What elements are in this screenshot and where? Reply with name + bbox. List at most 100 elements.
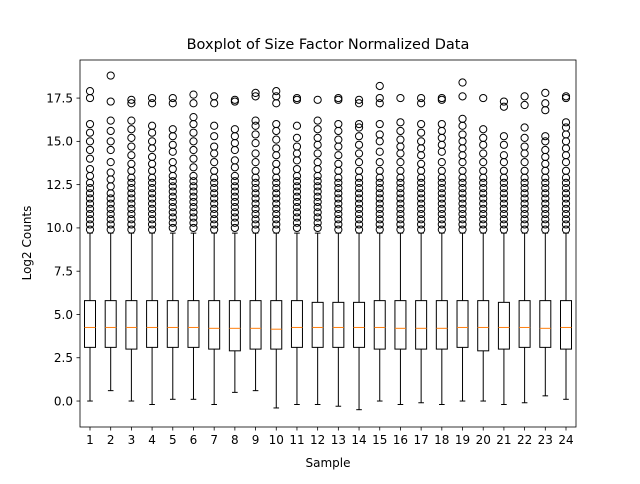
outlier-point — [417, 209, 426, 219]
outlier-point — [85, 220, 95, 229]
outlier-point — [499, 225, 509, 234]
outlier-point — [458, 215, 467, 224]
iqr-box — [456, 300, 469, 348]
outlier-point — [354, 123, 364, 132]
outlier-point — [417, 119, 426, 129]
outlier-point — [251, 116, 260, 125]
iqr-box — [104, 300, 117, 348]
outlier-point — [334, 151, 343, 160]
outlier-point — [230, 218, 239, 227]
outlier-point — [251, 130, 260, 139]
outlier-point — [520, 225, 529, 234]
outlier-point — [251, 225, 260, 234]
outlier-point — [396, 118, 405, 127]
outlier-point — [251, 194, 260, 203]
outlier-point — [541, 132, 550, 141]
outlier-point — [292, 218, 302, 227]
outlier-point — [168, 99, 177, 108]
outlier-point — [230, 182, 239, 191]
outlier-point — [230, 177, 239, 186]
outlier-point — [127, 142, 136, 151]
x-tick-label: 7 — [210, 433, 218, 447]
flier-points — [437, 93, 446, 234]
outlier-point — [251, 88, 260, 97]
outlier-point — [85, 204, 95, 213]
outlier-point — [396, 178, 405, 188]
outlier-point — [292, 142, 302, 151]
outlier-point — [561, 204, 571, 213]
outlier-point — [147, 220, 157, 229]
outlier-point — [334, 135, 343, 144]
outlier-point — [396, 194, 405, 203]
outlier-point — [417, 225, 426, 234]
outlier-point — [210, 209, 219, 219]
outlier-point — [437, 204, 446, 213]
outlier-point — [272, 194, 281, 203]
flier-points — [458, 78, 467, 234]
outlier-point — [127, 184, 136, 193]
outlier-point — [168, 192, 177, 201]
flier-points — [479, 93, 488, 234]
flier-points — [168, 93, 177, 233]
outlier-point — [561, 178, 571, 188]
outlier-point — [85, 145, 95, 155]
outlier-point — [189, 113, 198, 122]
outlier-point — [230, 171, 239, 181]
outlier-point — [479, 178, 488, 188]
outlier-point — [127, 95, 136, 104]
outlier-point — [541, 184, 550, 193]
outlier-point — [251, 184, 260, 193]
outlier-point — [272, 119, 281, 129]
outlier-point — [189, 177, 198, 186]
x-tick-label: 13 — [331, 433, 346, 447]
outlier-point — [354, 149, 364, 158]
x-tick-label: 6 — [190, 433, 198, 447]
outlier-point — [106, 168, 115, 177]
outlier-point — [292, 133, 302, 143]
outlier-point — [437, 166, 446, 175]
outlier-point — [251, 166, 260, 175]
outlier-point — [230, 203, 239, 212]
outlier-point — [168, 218, 177, 227]
outlier-point — [520, 123, 529, 132]
outlier-point — [189, 137, 198, 146]
outlier-point — [561, 189, 571, 198]
flier-points — [127, 95, 136, 234]
outlier-point — [147, 121, 157, 130]
outlier-point — [354, 220, 364, 229]
outlier-point — [168, 140, 177, 149]
outlier-point — [85, 164, 95, 174]
outlier-point — [354, 132, 364, 141]
outlier-point — [85, 119, 95, 129]
outlier-point — [127, 159, 136, 168]
outlier-point — [375, 119, 384, 129]
outlier-point — [375, 184, 384, 193]
flier-points — [210, 92, 219, 234]
outlier-point — [375, 194, 384, 203]
outlier-point — [272, 225, 281, 234]
outlier-point — [292, 197, 302, 207]
outlier-point — [292, 177, 302, 186]
outlier-point — [354, 166, 364, 175]
x-tick-label: 2 — [107, 433, 115, 447]
outlier-point — [417, 220, 426, 229]
outlier-point — [189, 90, 198, 99]
outlier-point — [272, 135, 281, 144]
box-group-sample-9 — [249, 88, 262, 392]
outlier-point — [292, 164, 302, 174]
y-tick-label: 15.0 — [46, 135, 73, 149]
outlier-point — [189, 197, 198, 207]
outlier-point — [458, 220, 467, 229]
outlier-point — [520, 199, 529, 208]
outlier-point — [106, 220, 115, 229]
outlier-point — [313, 223, 322, 233]
outlier-point — [479, 215, 488, 224]
outlier-point — [210, 142, 219, 151]
x-tick-label: 20 — [476, 433, 491, 447]
outlier-point — [210, 92, 219, 101]
outlier-point — [210, 121, 219, 130]
outlier-point — [230, 208, 239, 217]
outlier-point — [147, 184, 157, 193]
outlier-point — [251, 220, 260, 229]
outlier-point — [106, 97, 115, 106]
